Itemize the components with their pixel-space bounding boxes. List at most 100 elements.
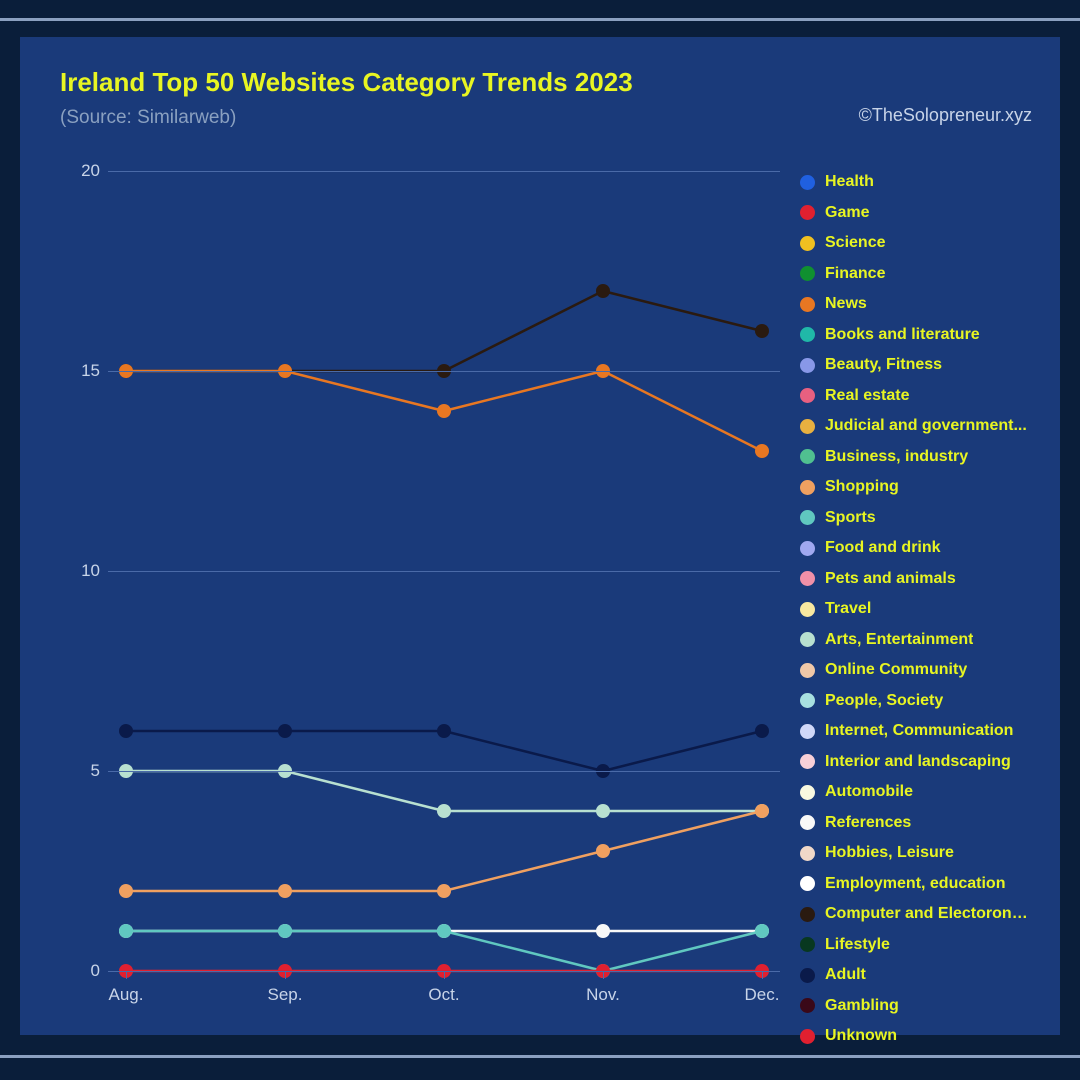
chart-area: 05101520Aug.Sep.Oct.Nov.Dec. <box>60 147 790 1015</box>
x-axis-label: Aug. <box>109 985 144 1005</box>
credit-text: ©TheSolopreneur.xyz <box>859 105 1032 126</box>
legend-label: Science <box>825 234 885 252</box>
legend-color-icon <box>800 1029 815 1044</box>
series-marker <box>596 924 610 938</box>
legend-item[interactable]: Science <box>800 228 1036 259</box>
legend-color-icon <box>800 480 815 495</box>
series-marker <box>437 884 451 898</box>
legend-color-icon <box>800 907 815 922</box>
legend-item[interactable]: References <box>800 808 1036 839</box>
legend-color-icon <box>800 632 815 647</box>
legend-item[interactable]: Arts, Entertainment <box>800 625 1036 656</box>
legend-item[interactable]: People, Society <box>800 686 1036 717</box>
series-marker <box>755 324 769 338</box>
series-marker <box>119 724 133 738</box>
legend-label: Sports <box>825 509 876 527</box>
legend-label: Arts, Entertainment <box>825 631 973 649</box>
legend-color-icon <box>800 693 815 708</box>
legend-label: Internet, Communication <box>825 722 1013 740</box>
legend-label: Game <box>825 204 869 222</box>
legend-item[interactable]: Books and literature <box>800 320 1036 351</box>
legend-color-icon <box>800 510 815 525</box>
legend-item[interactable]: News <box>800 289 1036 320</box>
legend-item[interactable]: Lifestyle <box>800 930 1036 961</box>
legend-label: Beauty, Fitness <box>825 356 942 374</box>
series-marker <box>596 284 610 298</box>
y-axis-label: 0 <box>68 961 100 981</box>
legend-item[interactable]: Computer and Electoronics <box>800 899 1036 930</box>
y-axis-label: 15 <box>68 361 100 381</box>
x-axis-tick <box>603 971 604 979</box>
legend-item[interactable]: Real estate <box>800 381 1036 412</box>
legend-label: People, Society <box>825 692 943 710</box>
legend-color-icon <box>800 846 815 861</box>
legend-item[interactable]: Game <box>800 198 1036 229</box>
legend-label: Gambling <box>825 997 899 1015</box>
series-marker <box>755 724 769 738</box>
grid-line <box>108 371 780 372</box>
legend-label: Computer and Electoronics <box>825 905 1030 923</box>
series-marker <box>755 444 769 458</box>
series-marker <box>119 884 133 898</box>
x-axis-tick <box>285 971 286 979</box>
legend-label: Food and drink <box>825 539 941 557</box>
legend-label: Travel <box>825 600 871 618</box>
grid-line <box>108 171 780 172</box>
legend-label: Lifestyle <box>825 936 890 954</box>
legend-item[interactable]: Employment, education <box>800 869 1036 900</box>
legend-item[interactable]: Food and drink <box>800 533 1036 564</box>
legend-color-icon <box>800 754 815 769</box>
legend-item[interactable]: Interior and landscaping <box>800 747 1036 778</box>
series-marker <box>437 924 451 938</box>
chart-title: Ireland Top 50 Websites Category Trends … <box>60 67 1038 98</box>
page-frame: Ireland Top 50 Websites Category Trends … <box>0 0 1080 1080</box>
legend-item[interactable]: Sports <box>800 503 1036 534</box>
legend-item[interactable]: Gambling <box>800 991 1036 1022</box>
series-marker <box>437 724 451 738</box>
legend-item[interactable]: Online Community <box>800 655 1036 686</box>
legend-color-icon <box>800 358 815 373</box>
legend-item[interactable]: Adult <box>800 960 1036 991</box>
legend-item[interactable]: Beauty, Fitness <box>800 350 1036 381</box>
legend-item[interactable]: Automobile <box>800 777 1036 808</box>
x-axis-label: Sep. <box>268 985 303 1005</box>
series-marker <box>437 404 451 418</box>
legend-item[interactable]: Travel <box>800 594 1036 625</box>
legend-item[interactable]: Pets and animals <box>800 564 1036 595</box>
series-marker <box>119 924 133 938</box>
legend-label: Health <box>825 173 874 191</box>
series-marker <box>596 844 610 858</box>
legend-item[interactable]: Unknown <box>800 1021 1036 1052</box>
legend-item[interactable]: Hobbies, Leisure <box>800 838 1036 869</box>
legend-color-icon <box>800 327 815 342</box>
legend-color-icon <box>800 266 815 281</box>
legend-label: Pets and animals <box>825 570 956 588</box>
legend-color-icon <box>800 815 815 830</box>
legend-label: Real estate <box>825 387 910 405</box>
legend-label: Interior and landscaping <box>825 753 1011 771</box>
legend-item[interactable]: Business, industry <box>800 442 1036 473</box>
legend-color-icon <box>800 724 815 739</box>
legend-label: Hobbies, Leisure <box>825 844 954 862</box>
x-axis-label: Oct. <box>428 985 459 1005</box>
series-marker <box>755 924 769 938</box>
legend-item[interactable]: Judicial and government... <box>800 411 1036 442</box>
legend-color-icon <box>800 571 815 586</box>
legend-label: Automobile <box>825 783 913 801</box>
legend-color-icon <box>800 541 815 556</box>
y-axis-label: 20 <box>68 161 100 181</box>
legend-item[interactable]: Internet, Communication <box>800 716 1036 747</box>
legend-color-icon <box>800 602 815 617</box>
top-divider <box>0 18 1080 21</box>
legend-label: Finance <box>825 265 885 283</box>
y-axis-label: 5 <box>68 761 100 781</box>
legend-label: Business, industry <box>825 448 968 466</box>
legend-item[interactable]: Health <box>800 167 1036 198</box>
legend-item[interactable]: Shopping <box>800 472 1036 503</box>
legend-color-icon <box>800 998 815 1013</box>
legend-color-icon <box>800 449 815 464</box>
legend-color-icon <box>800 419 815 434</box>
series-marker <box>278 884 292 898</box>
legend-item[interactable]: Finance <box>800 259 1036 290</box>
legend-color-icon <box>800 785 815 800</box>
